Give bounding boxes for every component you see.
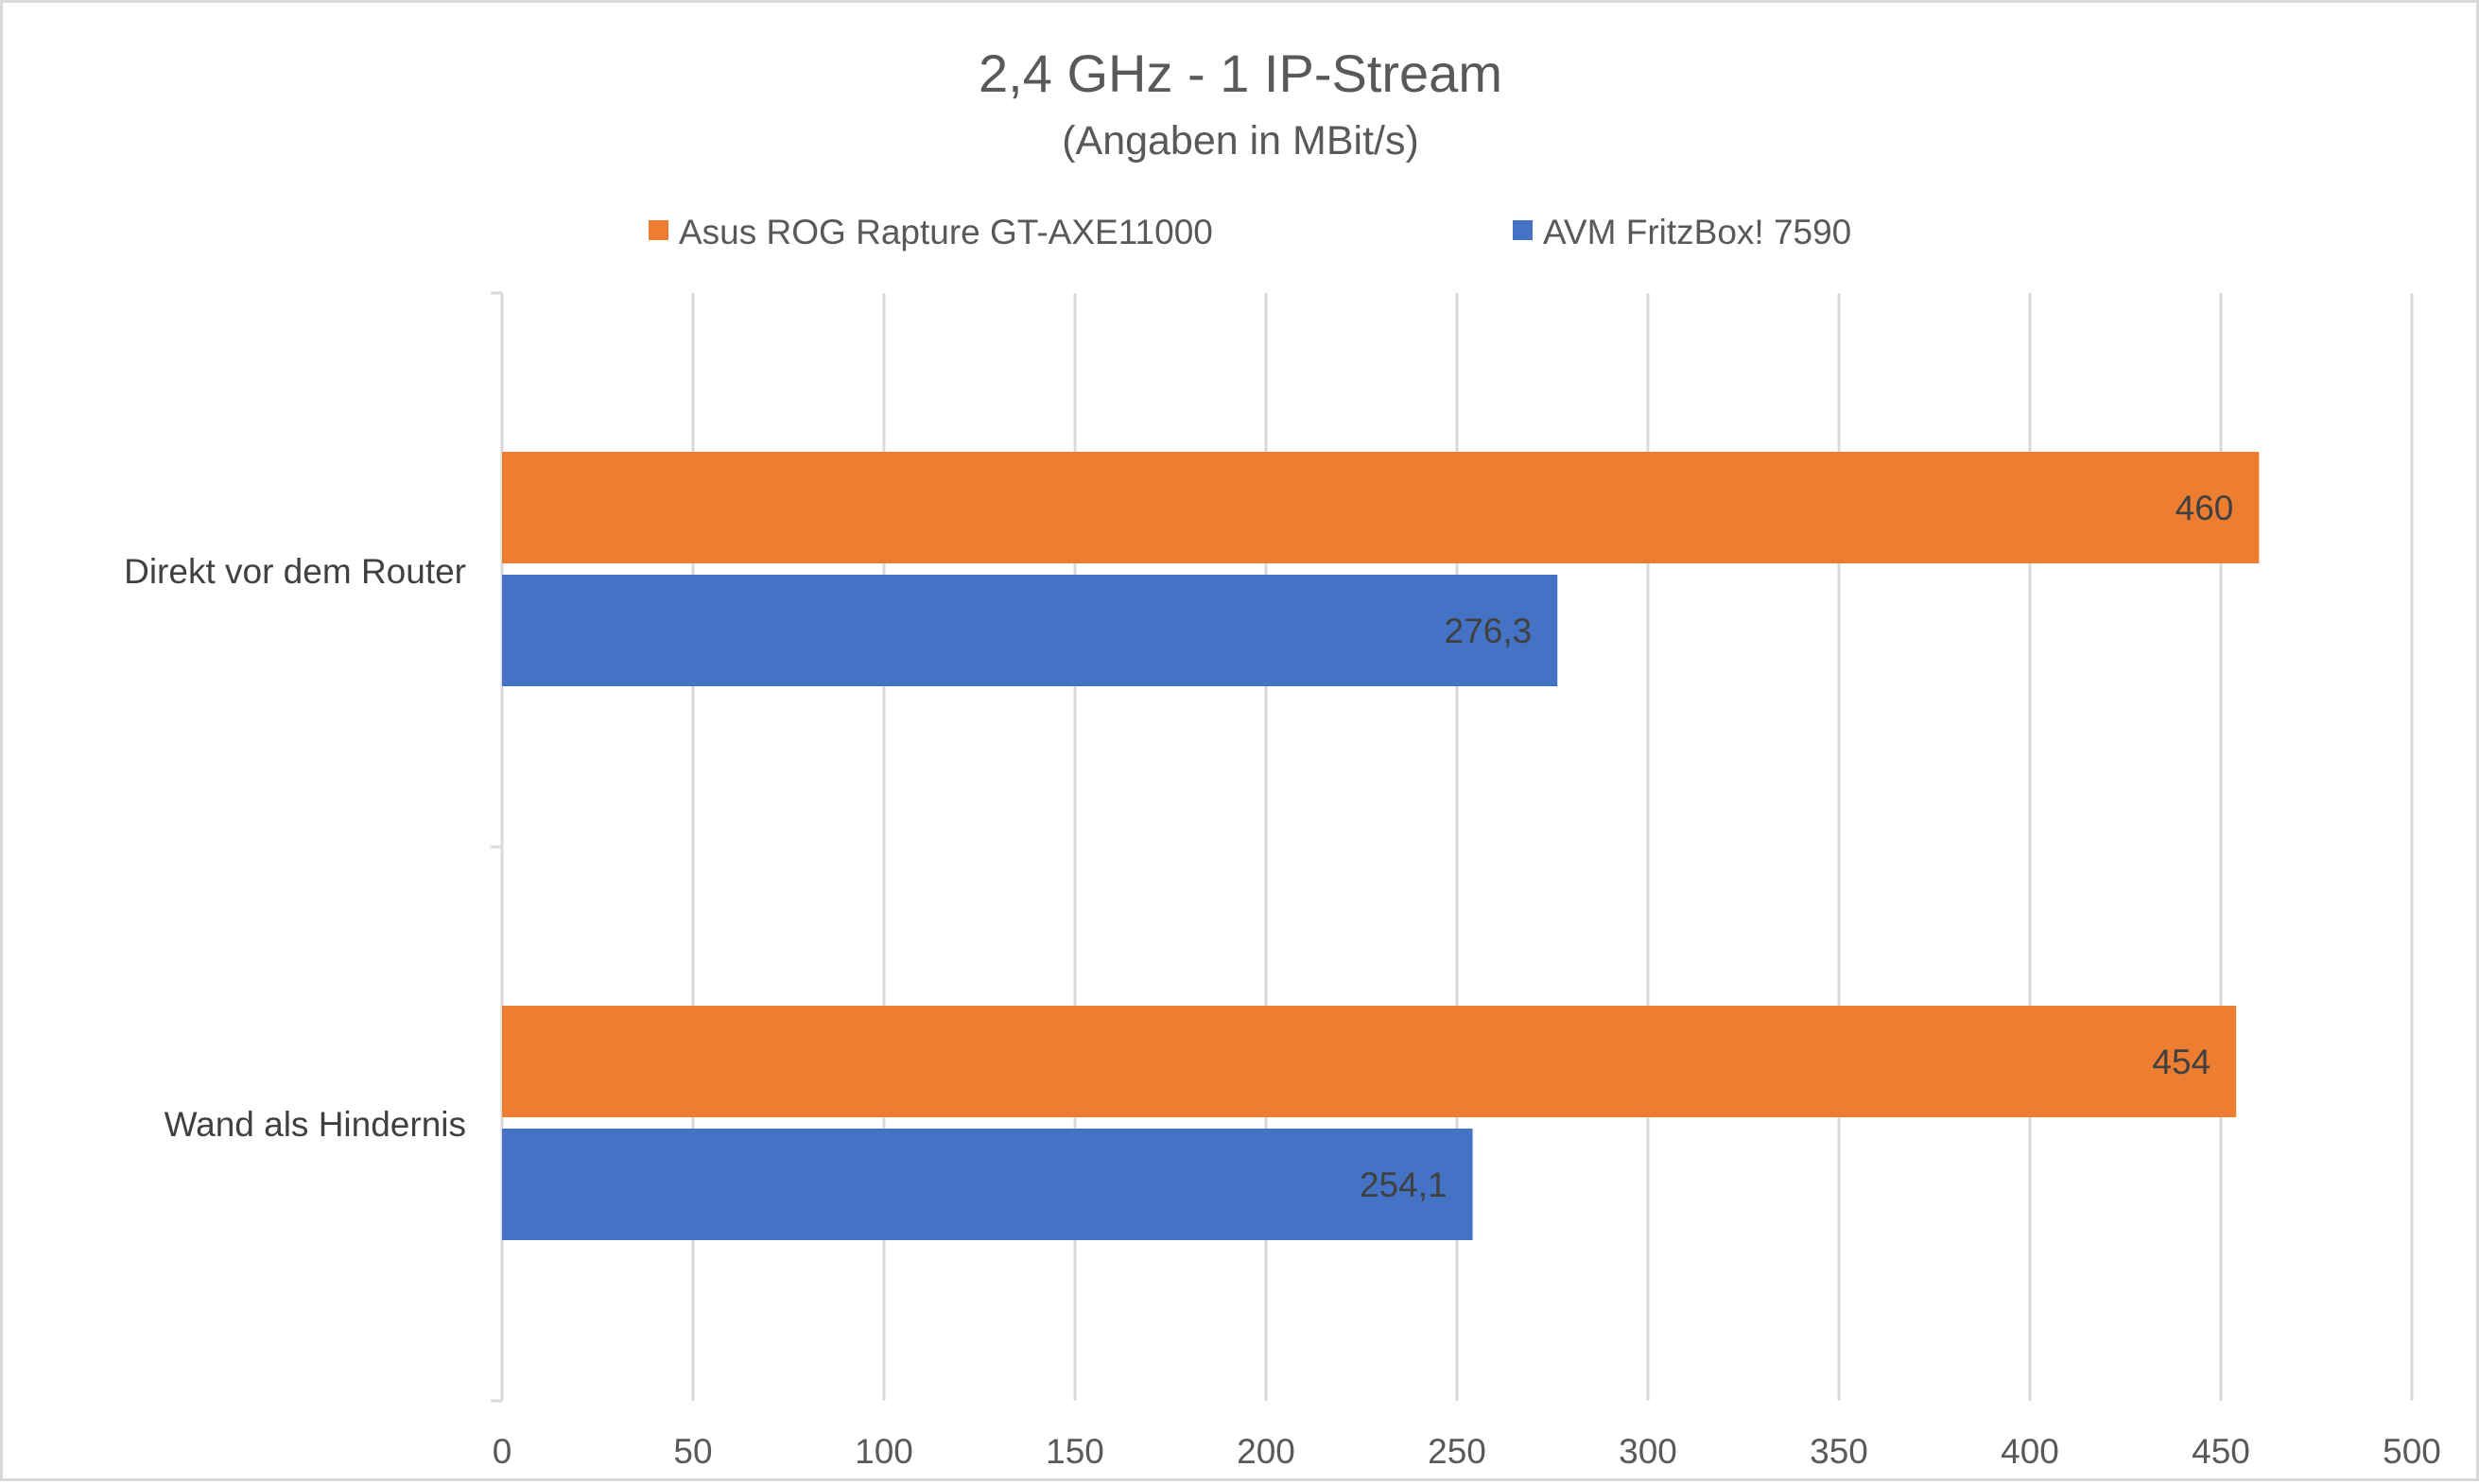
bar-avm-wand <box>502 1129 1473 1240</box>
legend: Asus ROG Rapture GT-AXE11000 AVM FritzBo… <box>649 213 1851 251</box>
bar-chart: 2,4 GHz - 1 IP-Stream (Angaben in MBit/s… <box>124 43 2441 1471</box>
legend-label-asus: Asus ROG Rapture GT-AXE11000 <box>679 213 1213 251</box>
x-tick-label-400: 400 <box>2001 1432 2059 1471</box>
legend-swatch-avm <box>1513 220 1533 240</box>
x-tick-label-300: 300 <box>1619 1432 1677 1471</box>
x-tick-label-50: 50 <box>673 1432 712 1471</box>
chart-title: 2,4 GHz - 1 IP-Stream <box>979 43 1502 103</box>
x-axis-ticks: 0 50 100 150 200 250 300 350 400 450 500 <box>493 1432 2441 1471</box>
category-label-wand: Wand als Hindernis <box>165 1105 466 1144</box>
x-tick-label-100: 100 <box>855 1432 913 1471</box>
chart-subtitle: (Angaben in MBit/s) <box>1062 118 1419 164</box>
category-label-direkt: Direkt vor dem Router <box>124 552 466 591</box>
x-tick-label-200: 200 <box>1237 1432 1295 1471</box>
x-tick-label-250: 250 <box>1428 1432 1486 1471</box>
category-axis <box>491 291 504 1403</box>
x-tick-label-0: 0 <box>493 1432 512 1471</box>
bar-asus-direkt <box>502 452 2260 563</box>
bar-asus-wand <box>502 1006 2237 1117</box>
x-tick-label-350: 350 <box>1810 1432 1868 1471</box>
bar-avm-direkt <box>502 575 1558 686</box>
x-tick-label-150: 150 <box>1046 1432 1104 1471</box>
bars <box>502 452 2260 1240</box>
data-label-avm-direkt: 276,3 <box>1445 612 1533 650</box>
x-tick-label-450: 450 <box>2192 1432 2250 1471</box>
legend-label-avm: AVM FritzBox! 7590 <box>1543 213 1851 251</box>
legend-swatch-asus <box>649 220 668 240</box>
data-label-avm-wand: 254,1 <box>1360 1165 1448 1204</box>
x-tick-label-500: 500 <box>2383 1432 2441 1471</box>
data-label-asus-direkt: 460 <box>2176 489 2234 527</box>
data-labels: 460 276,3 454 254,1 <box>1360 489 2233 1204</box>
data-label-asus-wand: 454 <box>2152 1043 2210 1081</box>
